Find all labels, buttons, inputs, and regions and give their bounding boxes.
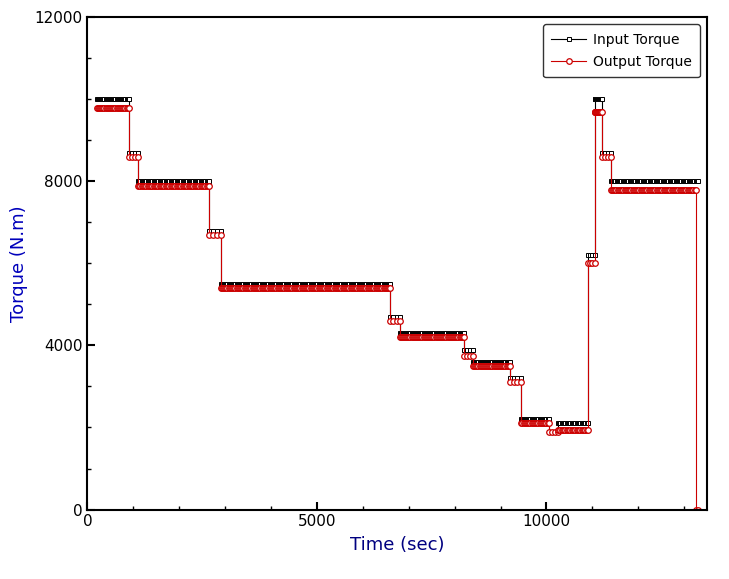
Legend: Input Torque, Output Torque: Input Torque, Output Torque bbox=[543, 24, 700, 78]
Output Torque bbox=[500, 362, 509, 369]
Line: Output Torque: Output Torque bbox=[94, 105, 701, 512]
Output Torque bbox=[671, 186, 680, 193]
Input Torque bbox=[570, 420, 579, 427]
Line: Input Torque: Input Torque bbox=[95, 97, 700, 434]
Input Torque bbox=[693, 178, 702, 185]
Output Torque bbox=[368, 285, 377, 292]
Output Torque bbox=[422, 334, 431, 340]
Input Torque bbox=[188, 178, 197, 185]
Input Torque bbox=[93, 96, 101, 103]
Input Torque bbox=[205, 178, 214, 185]
Output Torque bbox=[93, 104, 101, 111]
Output Torque bbox=[106, 104, 114, 111]
Output Torque bbox=[693, 506, 702, 513]
Input Torque bbox=[117, 96, 125, 103]
Input Torque bbox=[378, 280, 387, 287]
Output Torque bbox=[691, 506, 700, 513]
Input Torque bbox=[545, 428, 553, 435]
Y-axis label: Torque (N.m): Torque (N.m) bbox=[9, 205, 28, 322]
X-axis label: Time (sec): Time (sec) bbox=[350, 536, 445, 554]
Output Torque bbox=[192, 182, 200, 189]
Input Torque bbox=[261, 280, 270, 287]
